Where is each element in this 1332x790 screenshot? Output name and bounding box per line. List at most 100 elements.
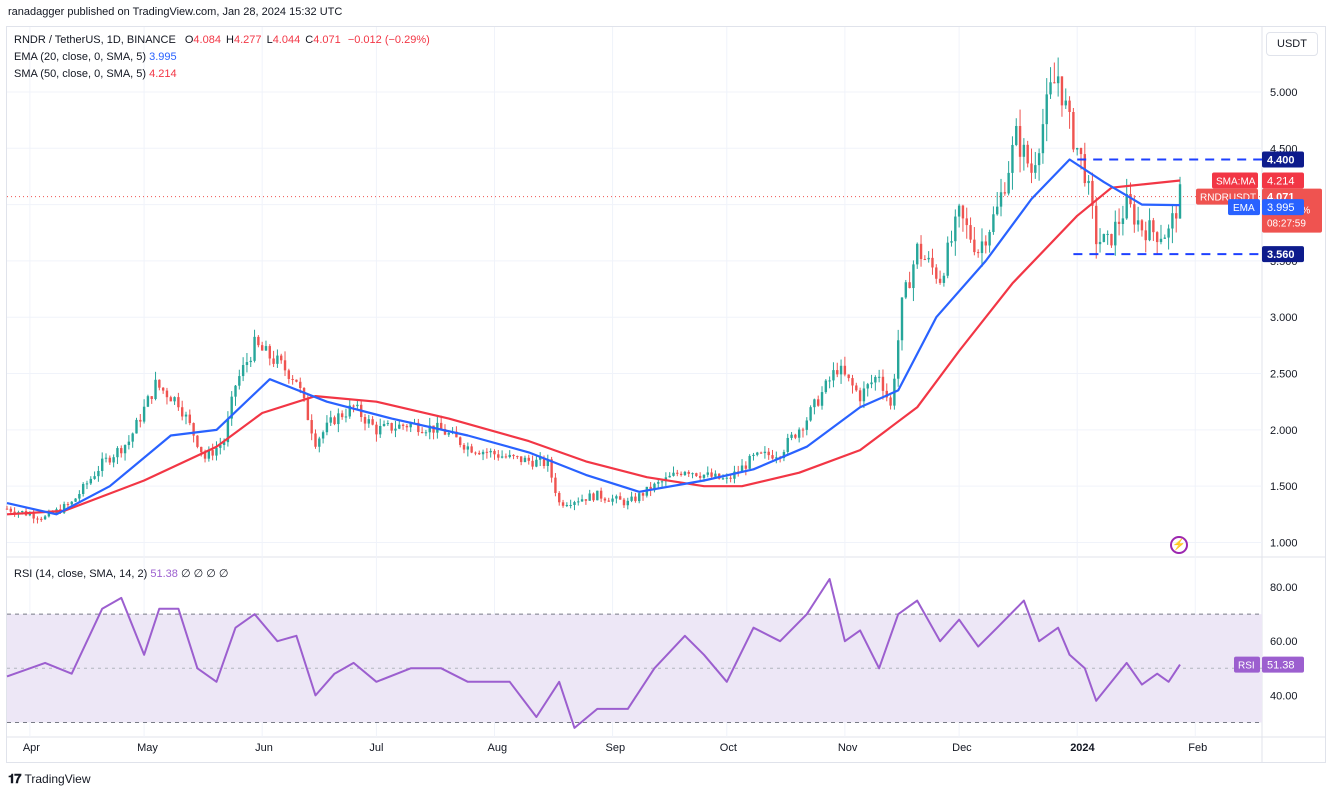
candle-body bbox=[588, 493, 591, 501]
candle-body bbox=[1026, 144, 1029, 164]
sma-legend: SMA (50, close, 0, SMA, 5) 4.214 bbox=[14, 68, 177, 80]
time-tick-label: Feb bbox=[1188, 742, 1207, 754]
candle-body bbox=[36, 518, 39, 520]
candle-body bbox=[618, 496, 622, 500]
candle-body bbox=[253, 336, 256, 361]
sma50-line bbox=[6, 179, 1181, 516]
currency-button[interactable]: USDT bbox=[1266, 32, 1318, 56]
rsi-tag-name: RSI bbox=[1238, 661, 1255, 672]
candle-body bbox=[295, 379, 298, 382]
candle-body bbox=[828, 380, 831, 382]
time-tick-label: 2024 bbox=[1070, 742, 1095, 754]
candle-body bbox=[988, 231, 991, 246]
candle-body bbox=[203, 452, 207, 459]
time-tick-label: Apr bbox=[23, 742, 40, 754]
candle-body bbox=[976, 252, 980, 254]
candle-body bbox=[904, 282, 908, 298]
candle-body bbox=[965, 218, 968, 226]
candle-body bbox=[516, 456, 519, 458]
candle-body bbox=[394, 428, 397, 431]
candle-body bbox=[104, 457, 108, 459]
candle-body bbox=[687, 471, 690, 474]
candle-body bbox=[1091, 180, 1094, 206]
candle-body bbox=[390, 423, 393, 431]
ema20-line bbox=[6, 158, 1181, 516]
candle-body bbox=[824, 380, 828, 393]
candle-body bbox=[740, 465, 744, 472]
candle-body bbox=[580, 499, 584, 502]
candle-body bbox=[184, 414, 188, 417]
candle-body bbox=[325, 422, 329, 433]
candle-body bbox=[858, 390, 862, 402]
candle-body bbox=[1140, 220, 1144, 231]
candle-body bbox=[1072, 111, 1075, 150]
open-label: O bbox=[184, 34, 194, 46]
candle-body bbox=[81, 484, 85, 495]
candle-body bbox=[116, 448, 119, 458]
candle-body bbox=[32, 513, 35, 519]
candle-body bbox=[344, 416, 348, 418]
candle-body bbox=[1152, 220, 1155, 233]
flash-icon[interactable]: ⚡ bbox=[1170, 536, 1188, 554]
candle-body bbox=[459, 437, 462, 445]
candle-body bbox=[638, 493, 641, 502]
candle-body bbox=[607, 500, 610, 502]
candle-body bbox=[877, 376, 881, 378]
candle-body bbox=[714, 473, 717, 477]
candle-body bbox=[478, 452, 481, 455]
candle-body bbox=[558, 492, 561, 503]
price-tick-label: 1.000 bbox=[1270, 537, 1298, 549]
ema-legend-value: 3.995 bbox=[149, 51, 177, 63]
candle-body bbox=[771, 455, 774, 459]
candle-body bbox=[260, 345, 264, 351]
candle-body bbox=[698, 475, 702, 478]
ema-tag-value-box bbox=[1262, 199, 1304, 216]
candle-body bbox=[569, 504, 572, 506]
rsi-legend: RSI (14, close, SMA, 14, 2) 51.38 ∅ ∅ ∅ … bbox=[14, 567, 228, 580]
candle-body bbox=[1155, 232, 1159, 243]
candle-body bbox=[592, 493, 595, 501]
candle-body bbox=[611, 498, 614, 502]
candle-body bbox=[843, 365, 847, 375]
candle-body bbox=[942, 275, 946, 283]
candle-body bbox=[797, 429, 801, 438]
symbol-tag-name: RNDRUSDT bbox=[1200, 193, 1256, 204]
candle-body bbox=[188, 414, 192, 424]
candle-body bbox=[775, 457, 778, 459]
candle-body bbox=[1117, 221, 1121, 225]
candle-body bbox=[146, 396, 150, 407]
candle-body bbox=[230, 396, 233, 419]
candle-body bbox=[599, 490, 603, 499]
tradingview-logo[interactable]: 𝟏𝟕 TradingView bbox=[8, 771, 91, 787]
candle-body bbox=[417, 422, 420, 433]
candle-body bbox=[272, 358, 275, 364]
rsi-tag-value-box bbox=[1262, 656, 1304, 673]
candle-body bbox=[916, 243, 919, 265]
candle-body bbox=[5, 508, 9, 510]
time-tick-label: Nov bbox=[838, 742, 858, 754]
candle-body bbox=[112, 457, 115, 463]
candle-body bbox=[695, 473, 698, 476]
candle-body bbox=[889, 397, 892, 406]
level-tag bbox=[1262, 246, 1304, 263]
candle-body bbox=[1007, 172, 1010, 194]
candle-body bbox=[1125, 193, 1128, 219]
rsi-line bbox=[6, 578, 1181, 729]
candle-body bbox=[291, 378, 294, 380]
change-value: −0.012 (−0.29%) bbox=[347, 34, 430, 46]
time-tick-label: Aug bbox=[487, 742, 507, 754]
candle-body bbox=[97, 470, 100, 477]
candle-body bbox=[550, 459, 553, 478]
candle-body bbox=[375, 424, 378, 435]
candle-body bbox=[120, 448, 123, 454]
candle-body bbox=[1144, 230, 1147, 241]
candle-body bbox=[1064, 100, 1067, 106]
candle-body bbox=[314, 433, 317, 447]
time-tick-label: Jun bbox=[255, 742, 273, 754]
candle-body bbox=[9, 508, 13, 512]
candle-body bbox=[817, 399, 820, 406]
candle-body bbox=[337, 413, 340, 425]
publisher-note: ranadagger published on TradingView.com,… bbox=[8, 6, 343, 18]
time-tick-label: May bbox=[137, 742, 158, 754]
